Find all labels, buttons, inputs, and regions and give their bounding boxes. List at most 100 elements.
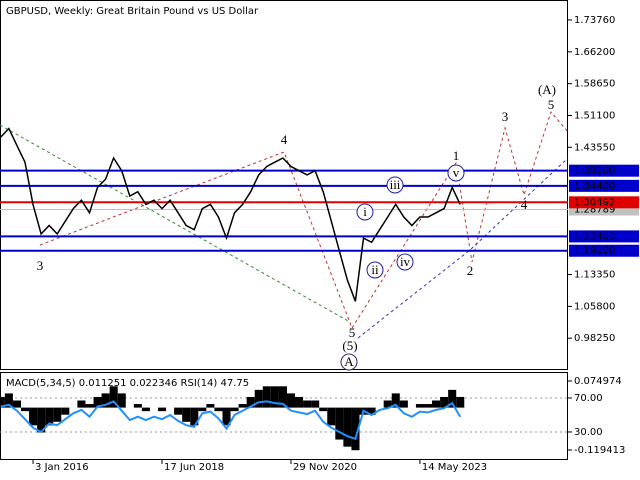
macd-bar [12,400,21,408]
y-tick-label: 1.73760 [574,15,615,26]
macd-bar [286,393,296,408]
macd-bar [85,404,94,408]
wave-lines [0,110,569,339]
indicator-title: MACD(5,34,5) 0.011251 0.022346 RSI(14) 4… [6,378,249,389]
level-label-bg [569,164,639,177]
macd-bar [278,386,287,408]
macd-bar [254,389,263,408]
level-label: 1.22403 [574,231,615,242]
macd-bar [20,407,30,412]
macd-bar [141,407,150,412]
rsi-line [0,400,462,441]
macd-bar [383,400,392,408]
wave-label: 4 [521,197,528,212]
macd-bar [190,407,199,426]
wave-circle [386,176,404,194]
wave-label: v [453,165,460,180]
wave-label: 5 [548,97,555,112]
level-label: 1.30492 [574,197,615,208]
level-label: 1.28789 [574,204,615,215]
macd-bar [262,386,271,408]
x-tick-label: 29 Nov 2020 [293,462,357,473]
macd-bar [222,407,231,426]
wave-label: i [363,204,367,219]
wave-label: 4 [281,132,288,147]
y-tick-label: 1.58650 [574,79,615,90]
wave-label: iii [390,177,401,192]
level-label-bg [569,179,639,192]
macd-bar [351,407,360,451]
macd-bar [399,400,408,408]
chart-title: GBPUSD, Weekly: Great Britain Pound vs U… [6,6,259,17]
macd-bar [93,396,102,408]
y2-tick-label: 70.00 [574,393,603,404]
y2-tick-label: 30.00 [574,427,603,438]
macd-bar [270,386,279,408]
macd-bar [415,404,424,408]
macd-bar [45,407,54,426]
macd-bar [391,393,400,408]
macd-bar [206,404,215,408]
macd-bar [174,407,183,415]
green-wave-line [0,124,351,323]
macd-bar [214,407,223,412]
x-tick-label: 14 May 2023 [422,462,487,473]
y-tick-label: 1.05800 [574,301,615,312]
macd-bar [456,396,465,408]
wave-label: (5) [342,338,357,353]
macd-bar [77,400,86,408]
macd-bar [319,407,328,412]
macd-bar [295,396,304,408]
y-tick-label: 1.66200 [574,47,615,58]
y-tick-label: -0.119413 [574,445,625,456]
wave-circle [396,253,414,271]
macd-bar [53,407,62,422]
macd-bar [367,407,376,415]
x-tick-label: 17 Jun 2018 [164,462,224,473]
y-tick-label: 1.51100 [574,110,615,121]
level-label: 1.38000 [574,166,615,177]
macd-bar [198,407,207,412]
macd-bar [117,393,126,408]
macd-bar [61,407,70,415]
macd-bar [432,400,441,408]
wave-label: 3 [502,109,509,124]
macd-bar [158,407,167,412]
macd-bar [448,389,457,408]
wave-label: (A) [538,82,556,97]
level-label: 1.19000 [574,246,615,257]
macd-bar [109,386,118,408]
macd-bar [182,407,191,422]
wave-label: 1 [453,148,460,163]
level-label-bg [569,196,639,209]
wave-circle [356,203,374,221]
macd-bar [4,393,13,408]
macd-bar [230,407,239,412]
macd-bar [101,393,110,408]
x-tick-label: 3 Jan 2016 [35,462,89,473]
level-label-bg [569,230,639,243]
red-wave-line [39,110,569,330]
macd-bar [303,400,312,408]
wave-circle [366,261,384,279]
wave-label: 2 [467,263,474,278]
wave-label: A [344,354,354,369]
macd-bar [440,396,449,408]
macd-bar [335,407,344,440]
wave-label: 5 [349,325,356,340]
level-label: 1.34400 [574,181,615,192]
macd-bar [238,404,247,408]
wave-label: iv [400,254,411,269]
price-line [0,127,461,302]
wave-circle [340,353,358,371]
macd-bar [311,400,320,408]
y-tick-label: 0.98250 [574,333,615,344]
macd-bar [246,396,255,408]
wave-circle [447,164,465,182]
macd-bar [327,407,336,426]
macd-bar [0,396,5,408]
macd-bar [133,404,142,408]
y-tick-label: 1.43550 [574,142,615,153]
